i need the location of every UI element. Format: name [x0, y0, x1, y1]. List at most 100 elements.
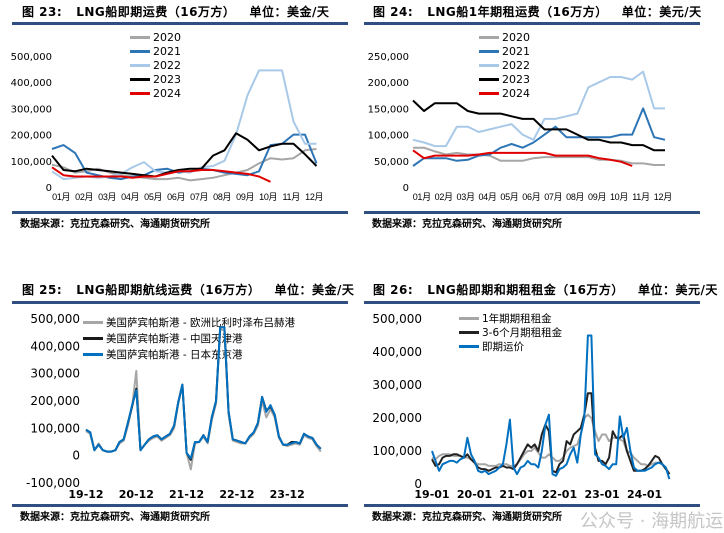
legend-swatch — [83, 320, 103, 324]
legend-label: 3-6个月期租租金 — [482, 326, 563, 339]
legend-swatch — [83, 352, 103, 356]
series-line-2024 — [412, 149, 633, 167]
legend-label: 美国萨宾帕斯港 - 欧洲比利时泽布吕赫港 — [106, 316, 295, 329]
legend-label: 即期运价 — [482, 340, 524, 353]
legend-item: 美国萨宾帕斯港 - 日本东京港 — [83, 347, 242, 361]
legend-label: 1年期期租租金 — [482, 312, 552, 325]
x-tick-label: 23-12 — [270, 488, 305, 501]
legend-label: 美国萨宾帕斯港 - 日本东京港 — [106, 348, 243, 361]
legend-item: 2020 — [479, 30, 530, 44]
footer-rule — [364, 211, 700, 214]
x-tick-label: 01月 — [52, 192, 70, 202]
x-tick-label: 23-01 — [584, 488, 619, 501]
legend-swatch — [479, 77, 499, 81]
series-line-2022 — [412, 70, 665, 148]
legend-swatch — [130, 77, 150, 81]
figure-title: LNG船1年期租运费（16万方） — [427, 5, 608, 19]
legend-label: 2022 — [502, 58, 530, 72]
x-tick-label: 22-01 — [542, 488, 577, 501]
legend-swatch — [130, 49, 150, 53]
legend-item: 2021 — [130, 44, 181, 58]
legend-item: 3-6个月期租租金 — [459, 325, 562, 339]
x-tick-label: 08月 — [213, 192, 231, 202]
x-tick-label: 10月 — [610, 192, 628, 202]
legend-swatch — [83, 336, 103, 340]
legend-label: 2020 — [502, 30, 530, 44]
legend-label: 2023 — [502, 72, 530, 86]
figure-23-title: 图 23: LNG船即期运费（16万方） 单位：美金/天 — [22, 3, 343, 20]
x-tick-label: 03月 — [457, 192, 475, 202]
legend-item: 美国萨宾帕斯港 - 欧洲比利时泽布吕赫港 — [83, 315, 295, 329]
y-tick-label: 300,000 — [372, 378, 422, 392]
x-tick-label: 02月 — [75, 192, 93, 202]
legend-item: 美国萨宾帕斯港 - 中国天津港 — [83, 331, 242, 345]
legend-item: 2023 — [130, 72, 181, 86]
series-line-2022 — [51, 69, 317, 181]
x-tick-label: 11月 — [282, 192, 299, 202]
legend-label: 美国萨宾帕斯港 - 中国天津港 — [106, 332, 243, 345]
y-tick-label: 500,000 — [372, 312, 422, 326]
figure-25-title: 图 25: LNG船即期航线运费（16万方） 单位：美金/天 — [22, 281, 368, 298]
x-tick-label: 10月 — [259, 192, 277, 202]
y-tick-label: 100,000 — [368, 131, 409, 142]
legend-item: 2020 — [130, 30, 181, 44]
x-tick-label: 07月 — [544, 192, 562, 202]
x-tick-label: 09月 — [236, 192, 254, 202]
title-rule — [364, 301, 700, 304]
x-tick-label: 08月 — [566, 192, 584, 202]
series-line-美国萨宾帕斯港---日本东京港 — [85, 326, 322, 460]
x-tick-label: 09月 — [588, 192, 606, 202]
legend-label: 2023 — [153, 72, 181, 86]
x-tick-label: 04月 — [478, 192, 496, 202]
x-tick-label: 01月 — [413, 192, 431, 202]
footer-rule — [364, 504, 700, 507]
legend-swatch — [459, 330, 479, 334]
legend-swatch — [130, 63, 150, 67]
y-tick-label: 0 — [72, 449, 80, 463]
watermark: 公众号 · 海期航运 — [580, 511, 724, 532]
legend-label: 2021 — [153, 44, 181, 58]
figure-unit: 单位：美元/天 — [637, 283, 718, 297]
series-line-2023 — [412, 99, 665, 152]
y-tick-label: 50,000 — [374, 157, 409, 168]
legend-item: 2023 — [479, 72, 530, 86]
y-tick-label: 0 — [414, 477, 422, 491]
series-line-2020 — [413, 146, 665, 166]
legend-swatch — [130, 91, 150, 95]
figure-24-title: 图 24: LNG船1年期租运费（16万方） 单位：美元/天 — [373, 3, 716, 20]
x-tick-label: 06月 — [522, 192, 540, 202]
x-tick-label: 20-12 — [119, 488, 154, 501]
y-tick-label: 300,000 — [11, 104, 52, 115]
figure-number: 图 23: — [22, 5, 63, 19]
legend-label: 2021 — [502, 44, 530, 58]
source-note: 数据来源：克拉克森研究、海通期货研究所 — [20, 219, 210, 230]
y-tick-label: 300,000 — [30, 367, 80, 381]
legend-label: 2020 — [153, 30, 181, 44]
series-line-2023 — [51, 132, 318, 178]
legend-label: 2024 — [502, 86, 530, 100]
x-tick-label: 02月 — [435, 192, 453, 202]
x-tick-label: 19-12 — [68, 488, 103, 501]
title-rule — [12, 301, 348, 304]
y-tick-label: 500,000 — [30, 312, 80, 326]
x-tick-label: 07月 — [190, 192, 208, 202]
x-tick-label: 12月 — [305, 192, 323, 202]
y-tick-label: 100,000 — [11, 157, 52, 168]
figure-unit: 单位：美元/天 — [621, 5, 702, 19]
figure-number: 图 26: — [373, 283, 414, 297]
y-tick-label: 200,000 — [30, 394, 80, 408]
legend-swatch — [479, 35, 499, 39]
x-tick-label: 04月 — [121, 192, 139, 202]
figure-title: LNG船即期航线运费（16万方） — [76, 283, 261, 297]
y-tick-label: 250,000 — [368, 52, 409, 63]
x-tick-label: 21-01 — [499, 488, 534, 501]
x-tick-label: 22-12 — [219, 488, 254, 501]
y-tick-label: 0 — [403, 183, 409, 194]
legend-label: 2022 — [153, 58, 181, 72]
footer-rule — [12, 211, 348, 214]
legend-item: 即期运价 — [459, 339, 524, 353]
source-note: 数据来源：克拉克森研究、海通期货研究所 — [372, 219, 562, 230]
legend-item: 2024 — [130, 86, 181, 100]
y-tick-label: 200,000 — [372, 411, 422, 425]
